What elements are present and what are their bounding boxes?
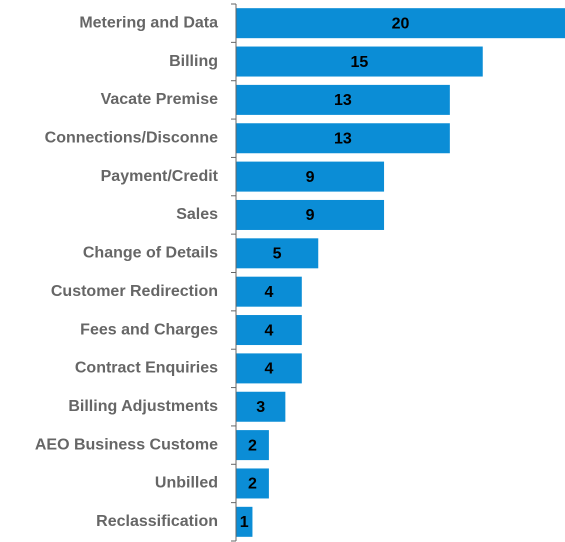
bar (236, 46, 483, 77)
value-label: 2 (248, 476, 257, 493)
category-label: Unbilled (155, 475, 218, 492)
bar (236, 276, 302, 307)
value-label: 4 (264, 361, 273, 378)
bar (236, 315, 302, 346)
bar (236, 468, 269, 499)
bar (236, 506, 253, 537)
value-label: 9 (306, 169, 315, 186)
bar (236, 123, 450, 154)
value-label: 2 (248, 437, 257, 454)
category-label: Fees and Charges (80, 321, 218, 338)
category-label: Payment/Credit (101, 168, 219, 185)
bar (236, 353, 302, 384)
value-label: 20 (392, 15, 410, 32)
category-label: Connections/Disconne (45, 129, 218, 146)
category-label: Reclassification (96, 513, 218, 530)
value-label: 4 (264, 322, 273, 339)
bar (236, 8, 565, 39)
value-label: 1 (240, 514, 249, 531)
value-label: 13 (334, 92, 352, 109)
category-label: Metering and Data (79, 14, 218, 31)
value-label: 13 (334, 130, 352, 147)
value-label: 15 (350, 54, 368, 71)
bar (236, 199, 385, 230)
category-label: Vacate Premise (101, 91, 219, 108)
value-label: 4 (264, 284, 273, 301)
category-label: AEO Business Custome (35, 436, 218, 453)
bar (236, 391, 286, 422)
value-label: 5 (273, 246, 282, 263)
bar (236, 161, 385, 192)
category-label: Sales (176, 206, 218, 223)
category-label: Contract Enquiries (75, 360, 218, 377)
category-label: Billing (169, 53, 218, 70)
bar (236, 84, 450, 115)
category-label: Customer Redirection (51, 283, 218, 300)
category-label: Change of Details (83, 245, 218, 262)
value-label: 9 (306, 207, 315, 224)
category-label: Billing Adjustments (68, 398, 218, 415)
bar (236, 430, 269, 461)
value-label: 3 (256, 399, 265, 416)
bar (236, 238, 319, 269)
